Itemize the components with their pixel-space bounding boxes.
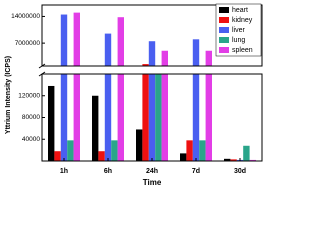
legend-label: spleen — [232, 47, 253, 54]
legend-swatch — [219, 7, 229, 13]
bar — [67, 140, 74, 161]
bar — [199, 140, 206, 161]
y-tick-label: 80000 — [22, 114, 40, 121]
x-tick-label: 1h — [60, 168, 68, 175]
bar — [192, 39, 200, 66]
x-tick-label: 6h — [104, 168, 112, 175]
bar — [186, 140, 193, 161]
bar — [48, 85, 55, 161]
bar — [180, 153, 187, 161]
axis-break — [38, 71, 46, 77]
y-tick-label: 40000 — [22, 136, 40, 143]
x-tick-label: 7d — [192, 168, 200, 175]
bar — [73, 12, 80, 66]
bar — [155, 74, 162, 161]
bar — [54, 151, 61, 161]
bar — [142, 74, 149, 161]
chart: Yttrium Intensity (ICPS) Time 40000 80000… — [5, 3, 263, 187]
bar — [205, 74, 212, 161]
y-tick-label: 120000 — [18, 92, 40, 99]
legend-swatch — [219, 47, 229, 53]
bar — [117, 74, 124, 161]
bar — [111, 140, 118, 161]
bar — [161, 74, 168, 161]
axis-break — [38, 63, 46, 69]
bar — [117, 17, 124, 66]
page: {"chart_data": {"type": "bar", "y_label"… — [4, 3, 263, 188]
bar — [92, 95, 99, 161]
x-axis-label: Time — [143, 178, 162, 187]
bar — [249, 159, 256, 161]
bar — [205, 50, 212, 66]
bar — [73, 74, 80, 161]
bar — [104, 74, 112, 161]
bar — [148, 74, 156, 161]
legend-swatch — [219, 17, 229, 23]
bar — [161, 50, 168, 66]
y-tick-label: 7000000 — [15, 40, 41, 47]
bar — [60, 14, 68, 66]
plot-frame — [41, 4, 263, 67]
legend-swatch — [219, 37, 229, 43]
bar — [60, 74, 68, 161]
bar — [230, 159, 237, 161]
bar — [98, 151, 105, 161]
legend-label: heart — [232, 7, 248, 14]
bar — [192, 74, 200, 161]
legend-label: liver — [232, 27, 246, 34]
y-tick-label: 14000000 — [11, 13, 40, 20]
legend-label: lung — [232, 37, 245, 44]
bar — [136, 129, 143, 161]
bar — [104, 33, 112, 66]
y-axis-label: Yttrium Intensity (ICPS) — [5, 56, 12, 134]
x-tick-label: 30d — [234, 168, 246, 175]
legend-label: kidney — [232, 17, 253, 24]
panel — [60, 12, 212, 66]
bar — [148, 41, 156, 66]
bar — [224, 158, 231, 161]
legend-swatch — [219, 27, 229, 33]
bar — [243, 145, 250, 161]
x-tick-label: 24h — [146, 168, 158, 175]
bar — [142, 64, 149, 66]
panel — [48, 74, 256, 161]
